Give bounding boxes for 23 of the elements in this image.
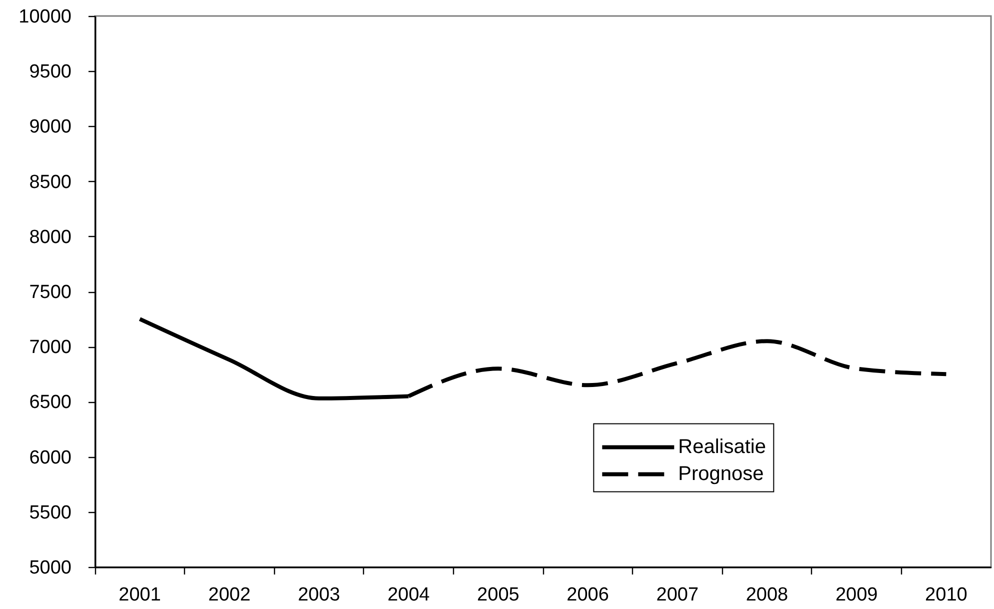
y-tick-label: 6000 xyxy=(29,447,72,468)
x-tick-label: 2007 xyxy=(656,584,699,606)
x-tick-label: 2006 xyxy=(566,584,609,606)
x-tick-label: 2010 xyxy=(925,584,968,606)
y-tick-label: 10000 xyxy=(18,6,72,28)
x-tick-label: 2001 xyxy=(118,584,161,606)
x-tick-label: 2003 xyxy=(298,584,340,606)
x-tick-label: 2009 xyxy=(835,584,878,606)
y-tick-label: 7000 xyxy=(29,337,72,358)
x-tick-label: 2002 xyxy=(208,584,251,606)
x-tick-label: 2008 xyxy=(746,584,788,606)
legend-label: Prognose xyxy=(678,463,764,486)
y-tick-label: 9000 xyxy=(29,116,72,138)
x-tick-label: 2005 xyxy=(477,584,520,606)
y-tick-label: 6500 xyxy=(29,392,72,414)
y-tick-label: 8500 xyxy=(29,172,72,193)
legend-label: Realisatie xyxy=(678,436,766,458)
y-tick-label: 5000 xyxy=(29,558,72,578)
x-tick-label: 2004 xyxy=(387,584,430,606)
y-tick-label: 8000 xyxy=(29,226,72,248)
y-tick-label: 9500 xyxy=(29,62,72,83)
y-tick-label: 7500 xyxy=(29,282,72,303)
y-tick-label: 5500 xyxy=(29,502,72,524)
